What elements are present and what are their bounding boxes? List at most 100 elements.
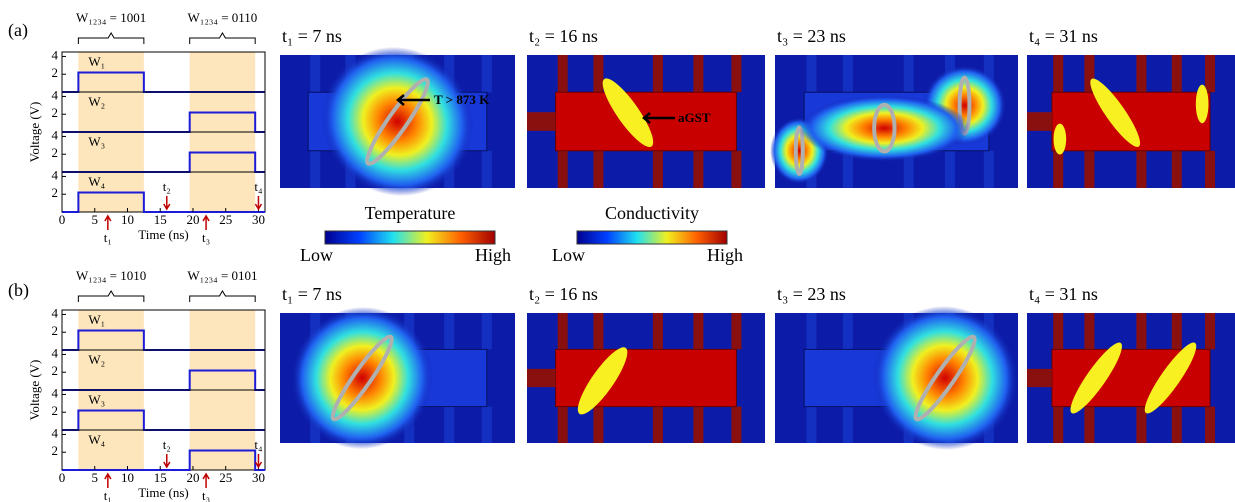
time-marker [255,454,261,467]
electrode [1053,407,1063,443]
electrode [1084,151,1094,188]
x-axis-label: Time (ns) [138,485,188,500]
series-label: W₁ [88,54,105,69]
snapshot [527,55,765,188]
y-tick-label: 4 [52,127,59,142]
colorbar-title: Temperature [365,203,456,223]
series-label: W₁ [88,312,105,327]
hot-spot [263,279,461,477]
time-marker-label: t₂ [163,437,171,452]
electrode [806,407,816,443]
time-marker-label: t₄ [254,179,263,194]
snapshot [263,279,515,477]
port [1027,112,1052,131]
bracket-label: W₁₂₃₄ = 0101 [187,268,257,283]
series-label: W₃ [88,134,105,149]
panel-label: (b) [8,280,29,301]
y-tick-label: 4 [52,87,59,102]
electrode [653,407,663,443]
time-marker-label: t₄ [254,437,263,452]
electrode [482,55,492,92]
y-tick-label: 4 [52,47,59,62]
electrode [558,407,568,443]
electrode [558,313,568,349]
time-marker [255,196,261,209]
electrode [558,55,568,92]
x-tick-label: 30 [252,470,265,485]
hot-spot [292,17,503,226]
time-marker [203,474,209,488]
y-tick-label: 4 [52,425,59,440]
y-tick-label: 2 [52,443,59,458]
x-tick-label: 5 [91,470,98,485]
series-label: W₂ [88,352,105,367]
electrode [593,313,603,349]
x-tick-label: 25 [219,470,232,485]
electrode [1136,55,1146,92]
electrode [945,151,955,188]
colorbar-title: Conductivity [605,203,699,223]
time-marker [164,454,170,467]
y-axis-label: Voltage (V) [27,102,42,163]
electrode [731,55,741,92]
x-tick-label: 25 [219,212,232,227]
electrode [653,313,663,349]
colorbar-high: High [475,245,511,265]
snapshot-time: t₁ = 7 ns [282,284,342,304]
electrode [310,151,320,188]
electrode [843,407,853,443]
snapshot-time: t₂ = 16 ns [529,284,598,304]
x-tick-label: 15 [154,212,167,227]
snapshot [527,313,765,443]
x-axis-label: Time (ns) [138,227,188,242]
bracket-label: W₁₂₃₄ = 1010 [76,268,146,283]
bracket-label: W₁₂₃₄ = 0110 [188,10,258,25]
x-tick-label: 0 [59,212,66,227]
y-tick-label: 2 [52,323,59,338]
y-tick-label: 4 [52,167,59,182]
agst-region [1196,85,1209,124]
electrode [310,55,320,92]
electrode [1172,313,1182,349]
figure: (a) (b) W₁₂₃₄ = 1001W₁₂₃₄ = 011024W₁24W₂… [0,0,1235,502]
electrode [1205,407,1215,443]
snapshot-time: t₄ = 31 ns [1029,284,1098,304]
time-marker-label: t₁ [104,230,112,245]
snapshot [280,17,515,226]
electrode [731,407,741,443]
electrode [482,313,492,349]
time-marker [105,474,111,488]
colorbar-low: Low [552,245,585,265]
snapshot [1027,55,1235,188]
electrode [843,55,853,92]
y-tick-label: 2 [52,145,59,160]
electrode [1205,55,1215,92]
electrode [482,151,492,188]
y-tick-label: 2 [52,105,59,120]
y-tick-label: 2 [52,185,59,200]
time-marker-label: t₁ [104,488,112,502]
time-marker [105,216,111,230]
x-tick-label: 10 [121,212,134,227]
snapshot [775,278,1046,479]
electrode [1172,407,1182,443]
port [527,112,556,131]
x-tick-label: 15 [154,470,167,485]
electrode [1136,407,1146,443]
electrode [1084,407,1094,443]
colorbar-low: Low [300,245,333,265]
electrode [1053,151,1063,188]
electrode [806,313,816,349]
annotation: aGST [678,110,711,125]
electrode [1172,55,1182,92]
electrode [1053,55,1063,92]
snapshot [1027,313,1235,443]
port [527,369,556,387]
snapshot-time: t₃ = 23 ns [777,284,846,304]
electrode [693,55,703,92]
y-tick-label: 4 [52,305,59,320]
electrode [731,151,741,188]
electrode [593,151,603,188]
electrode [653,151,663,188]
x-tick-label: 20 [186,212,199,227]
